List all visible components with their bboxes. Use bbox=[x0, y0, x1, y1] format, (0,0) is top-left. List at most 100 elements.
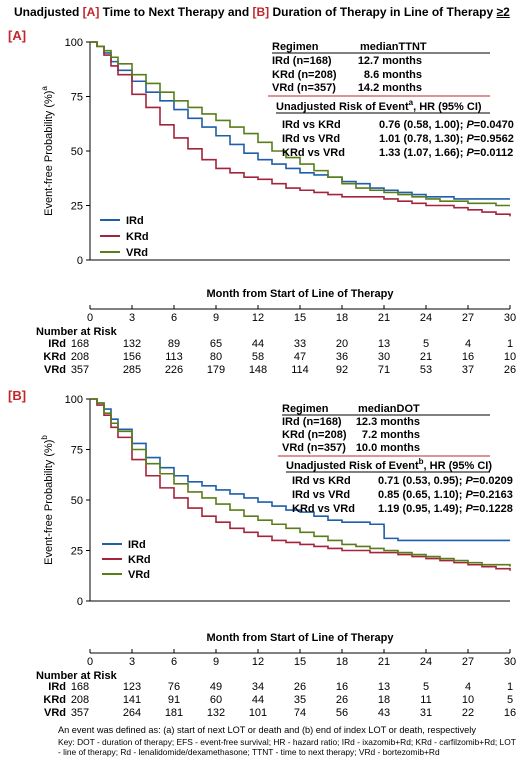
number-at-risk-value: 91 bbox=[168, 694, 180, 706]
number-at-risk-value: 56 bbox=[336, 707, 348, 719]
title-a-tag: [A] bbox=[82, 5, 100, 19]
legend-entry: IRd bbox=[126, 215, 144, 227]
number-at-risk-value: 141 bbox=[123, 694, 141, 706]
hr-label: IRd vs VRd bbox=[292, 489, 350, 501]
x-tick-label: 27 bbox=[462, 656, 474, 668]
number-at-risk-title: Number at Risk bbox=[36, 326, 118, 338]
number-at-risk-value: 208 bbox=[71, 694, 89, 706]
number-at-risk-value: 43 bbox=[378, 707, 390, 719]
x-tick-label: 24 bbox=[420, 656, 432, 668]
number-at-risk-name: KRd bbox=[43, 351, 66, 363]
number-at-risk-value: 89 bbox=[168, 338, 180, 350]
number-at-risk-title: Number at Risk bbox=[36, 670, 118, 682]
number-at-risk-value: 1 bbox=[507, 338, 513, 350]
x-tick-label: 15 bbox=[294, 312, 306, 324]
number-at-risk-value: 114 bbox=[291, 364, 309, 376]
footnote-event: An event was defined as: (a) start of ne… bbox=[58, 725, 476, 735]
legend-entry: IRd bbox=[128, 539, 146, 551]
x-tick-label: 12 bbox=[252, 312, 264, 324]
hr-value: 1.01 (0.78, 1.30); P=0.9562 bbox=[379, 133, 514, 145]
y-tick-label: 0 bbox=[77, 596, 83, 608]
x-tick-label: 18 bbox=[336, 656, 348, 668]
table-median-cell: 8.6 months bbox=[364, 69, 422, 81]
number-at-risk-name: KRd bbox=[43, 694, 66, 706]
table-median-cell: 14.2 months bbox=[358, 82, 422, 94]
series-line-krd bbox=[90, 41, 511, 217]
hr-value: 0.85 (0.65, 1.10); P=0.2163 bbox=[378, 489, 513, 501]
number-at-risk-value: 76 bbox=[168, 681, 180, 693]
number-at-risk-value: 132 bbox=[123, 338, 141, 350]
x-axis-label: Month from Start of Line of Therapy bbox=[207, 288, 395, 300]
x-tick-label: 21 bbox=[378, 656, 390, 668]
hr-label: KRd vs VRd bbox=[282, 147, 345, 159]
legend-entry: VRd bbox=[128, 569, 150, 581]
number-at-risk-value: 5 bbox=[423, 338, 429, 350]
number-at-risk-value: 5 bbox=[507, 694, 513, 706]
series-line-vrd bbox=[90, 398, 511, 567]
panel-label: [B] bbox=[8, 388, 26, 403]
number-at-risk-value: 4 bbox=[465, 338, 471, 350]
number-at-risk-value: 132 bbox=[207, 707, 225, 719]
legend-entry: KRd bbox=[128, 554, 151, 566]
number-at-risk-name: IRd bbox=[48, 338, 66, 350]
x-tick-label: 15 bbox=[294, 656, 306, 668]
number-at-risk-value: 58 bbox=[252, 351, 264, 363]
x-tick-label: 21 bbox=[378, 312, 390, 324]
number-at-risk-value: 65 bbox=[210, 338, 222, 350]
number-at-risk-value: 30 bbox=[378, 351, 390, 363]
number-at-risk-value: 16 bbox=[336, 681, 348, 693]
legend-entry: VRd bbox=[126, 247, 148, 259]
table-median-cell: 10.0 months bbox=[356, 442, 420, 454]
footnote-key: Key: DOT - duration of therapy; EFS - ev… bbox=[58, 736, 516, 758]
number-at-risk-value: 80 bbox=[210, 351, 222, 363]
table-regimen-cell: IRd (n=168) bbox=[282, 416, 342, 428]
table-regimen-cell: IRd (n=168) bbox=[272, 55, 332, 67]
panel-b: [B] 0 25 50 75 100 Event-free Probability (%)b… bbox=[0, 388, 520, 722]
table-regimen-cell: KRd (n=208) bbox=[272, 69, 337, 81]
title-prefix: Unadjusted bbox=[14, 5, 83, 19]
number-at-risk-value: 10 bbox=[462, 694, 474, 706]
number-at-risk-value: 113 bbox=[165, 351, 183, 363]
number-at-risk-value: 36 bbox=[336, 351, 348, 363]
x-tick-label: 12 bbox=[252, 656, 264, 668]
y-tick-label: 50 bbox=[71, 146, 83, 158]
x-tick-label: 18 bbox=[336, 312, 348, 324]
y-tick-label: 75 bbox=[71, 445, 83, 457]
x-tick-label: 30 bbox=[504, 312, 516, 324]
number-at-risk-value: 44 bbox=[252, 338, 264, 350]
number-at-risk-value: 16 bbox=[504, 707, 516, 719]
number-at-risk-value: 49 bbox=[210, 681, 222, 693]
y-tick-label: 75 bbox=[71, 92, 83, 104]
table-median-cell: 12.3 months bbox=[356, 416, 420, 428]
panel-a: [A] 0 25 50 75 100 Event-free Probability (%)a… bbox=[0, 26, 520, 382]
x-axis-label: Month from Start of Line of Therapy bbox=[207, 632, 395, 644]
number-at-risk-value: 16 bbox=[462, 351, 474, 363]
hr-value: 1.19 (0.95, 1.49); P=0.1228 bbox=[378, 503, 513, 515]
number-at-risk-value: 13 bbox=[378, 338, 390, 350]
number-at-risk-value: 71 bbox=[378, 364, 390, 376]
number-at-risk-value: 22 bbox=[462, 707, 474, 719]
y-axis-label: Event-free Probability (%)b bbox=[40, 435, 55, 565]
title-b-tag: [B] bbox=[252, 5, 270, 19]
y-tick-label: 100 bbox=[65, 394, 83, 406]
table-header-regimen: Regimen bbox=[272, 41, 319, 53]
number-at-risk-value: 357 bbox=[71, 364, 89, 376]
number-at-risk-value: 26 bbox=[504, 364, 516, 376]
number-at-risk-value: 10 bbox=[504, 351, 516, 363]
x-tick-label: 9 bbox=[213, 312, 219, 324]
hr-label: IRd vs KRd bbox=[282, 119, 341, 131]
hr-label: IRd vs VRd bbox=[282, 133, 340, 145]
title-ge2: ≥2 bbox=[496, 5, 510, 19]
table-median-cell: 7.2 months bbox=[362, 429, 420, 441]
y-axis-label: Event-free Probability (%)a bbox=[40, 86, 55, 216]
number-at-risk-value: 181 bbox=[165, 707, 183, 719]
number-at-risk-value: 37 bbox=[462, 364, 474, 376]
footnote: An event was defined as: (a) start of ne… bbox=[58, 725, 516, 758]
number-at-risk-value: 33 bbox=[294, 338, 306, 350]
hr-value: 0.71 (0.53, 0.95); P=0.0209 bbox=[378, 475, 513, 487]
x-tick-label: 27 bbox=[462, 312, 474, 324]
x-tick-label: 6 bbox=[171, 312, 177, 324]
number-at-risk-value: 11 bbox=[420, 694, 431, 706]
